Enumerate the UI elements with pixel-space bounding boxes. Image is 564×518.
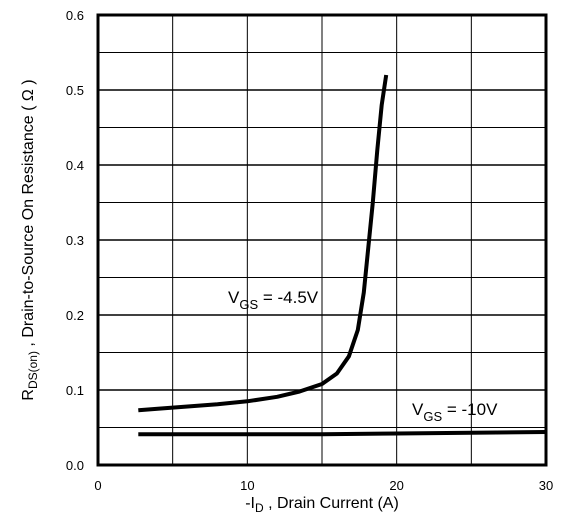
tick-labels: 0 10 20 30 0.0 0.1 0.2 0.3 0.4 0.5 0.6: [66, 8, 553, 493]
series-line-0: [138, 74, 389, 413]
y-tick-label: 0.6: [66, 8, 84, 23]
y-tick-label: 0.5: [66, 83, 84, 98]
x-tick-label: 0: [94, 478, 101, 493]
y-tick-label: 0.4: [66, 158, 84, 173]
series-label-vgs-10v: VGS = -10V: [412, 400, 498, 424]
x-tick-label: 10: [240, 478, 254, 493]
y-axis-label: RDS(on) , Drain-to-Source On Resistance …: [20, 79, 40, 400]
x-axis-label: -ID , Drain Current (A): [245, 495, 399, 515]
grid-lines: [98, 15, 546, 465]
series-label-vgs-4-5v: VGS = -4.5V: [228, 288, 319, 312]
x-tick-label: 30: [539, 478, 553, 493]
series-lines: [138, 74, 547, 437]
series-line-1: [138, 430, 547, 437]
plot-frame: [96, 13, 548, 467]
y-tick-label: 0.2: [66, 308, 84, 323]
x-tick-label: 20: [389, 478, 403, 493]
y-tick-label: 0.0: [66, 458, 84, 473]
y-tick-label: 0.3: [66, 233, 84, 248]
y-tick-label: 0.1: [66, 383, 84, 398]
